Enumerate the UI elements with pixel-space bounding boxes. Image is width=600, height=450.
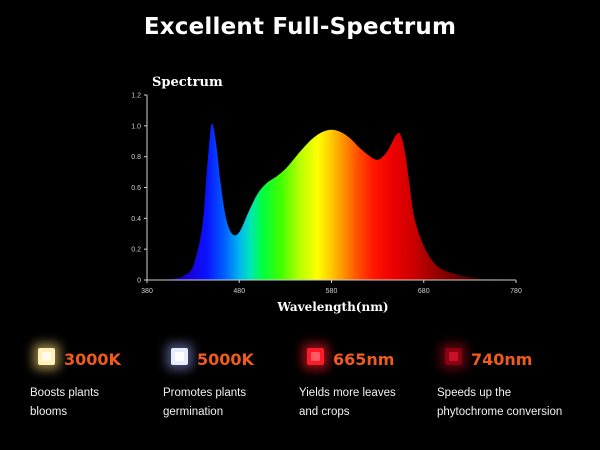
page-headline: Excellent Full-Spectrum: [143, 14, 457, 40]
y-tick-label: 0.8: [131, 154, 141, 161]
feature-description: Speeds up the phytochrome conversion: [437, 387, 563, 418]
feature-value: 5000K: [197, 350, 254, 369]
y-tick-label: 1.0: [131, 123, 141, 130]
feature-value: 740nm: [471, 350, 533, 369]
warm-white-led-icon: [38, 348, 55, 365]
far-red-led-icon: [445, 348, 462, 365]
x-axis-ticks: 380 480 580 680 780: [141, 280, 522, 295]
spectrum-area: [160, 123, 516, 281]
led-features: 3000K Boosts plants blooms 5000K Promote…: [0, 340, 600, 450]
feature-5000k: 5000K Promotes plants germination: [163, 340, 303, 418]
red-led-icon: [307, 348, 324, 365]
y-tick-label: 0: [137, 278, 141, 285]
x-axis-label: Wavelength(nm): [276, 300, 388, 314]
y-tick-label: 0.4: [131, 216, 141, 223]
feature-3000k: 3000K Boosts plants blooms: [30, 340, 170, 418]
x-tick-label: 380: [141, 288, 153, 295]
y-tick-label: 0.6: [131, 185, 141, 192]
x-tick-label: 580: [326, 288, 338, 295]
x-tick-label: 780: [510, 288, 522, 295]
y-tick-label: 0.2: [131, 247, 141, 254]
feature-665nm: 665nm Yields more leaves and crops: [299, 340, 439, 418]
spectrum-chart: Spectrum 0 0.2 0.4 0.6 0.8 1.0 1.2 380 480 580 68…: [131, 75, 522, 314]
feature-value: 3000K: [64, 350, 121, 369]
x-tick-label: 480: [233, 288, 245, 295]
feature-description: Yields more leaves and crops: [299, 387, 396, 418]
feature-740nm: 740nm Speeds up the phytochrome conversi…: [437, 340, 577, 418]
feature-value: 665nm: [333, 350, 395, 369]
chart-title: Spectrum: [152, 75, 223, 90]
feature-description: Boosts plants blooms: [30, 387, 100, 418]
cool-white-led-icon: [171, 348, 188, 365]
y-axis-ticks: 0 0.2 0.4 0.6 0.8 1.0 1.2: [131, 93, 147, 285]
feature-description: Promotes plants germination: [163, 387, 247, 418]
y-tick-label: 1.2: [131, 93, 141, 100]
x-tick-label: 680: [418, 288, 430, 295]
